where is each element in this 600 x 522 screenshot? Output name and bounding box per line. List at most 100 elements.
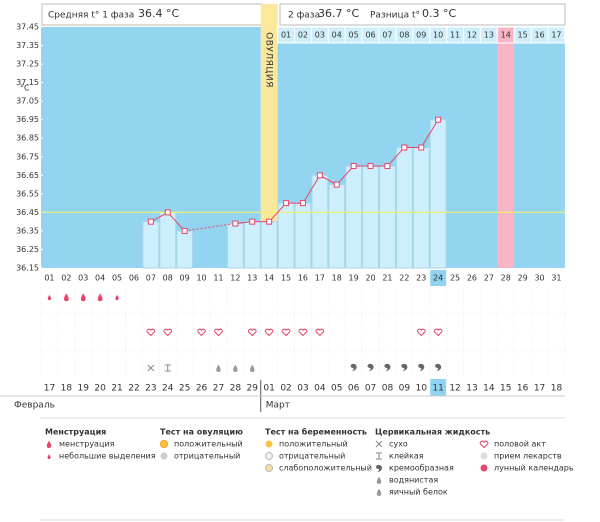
y-tick-label: 36.15	[16, 264, 39, 273]
legend-icon	[265, 452, 273, 460]
phase2-day: 06	[365, 31, 375, 40]
temp-bar	[362, 165, 380, 269]
menstruation-icon	[80, 293, 86, 302]
phase2-day: 15	[518, 31, 528, 40]
cycle-day: 28	[501, 274, 511, 283]
date: 18	[61, 384, 73, 394]
date: 27	[213, 384, 224, 394]
diff-label: Разница t°	[370, 11, 420, 21]
date: 07	[365, 384, 376, 394]
cycle-day: 30	[534, 274, 544, 283]
menstruation-icon	[47, 294, 52, 301]
phase2-day: 02	[298, 31, 308, 40]
temp-bar	[243, 221, 261, 269]
temp-bar	[159, 211, 177, 269]
cycle-day: 06	[129, 274, 139, 283]
cycle-day: 11	[213, 274, 223, 283]
cycle-day: 21	[382, 274, 392, 283]
ovulation-label: ОВУЛЯЦИЯ	[264, 32, 274, 88]
month-label: Март	[266, 401, 290, 411]
y-tick-label: 37.25	[16, 60, 39, 69]
legend-title: Тест на овуляцию	[160, 428, 243, 437]
legend-icon	[480, 464, 488, 472]
legend-item: водянистая	[389, 476, 438, 485]
legend-icon	[376, 476, 382, 484]
date: 16	[517, 384, 529, 394]
phase2-day: 09	[416, 31, 426, 40]
temp-bar	[395, 147, 413, 269]
selected-date	[430, 379, 447, 396]
temp-bar	[412, 147, 430, 269]
cycle-day: 22	[399, 274, 409, 283]
phase2-box	[279, 3, 566, 26]
date: 24	[162, 384, 174, 394]
legend-icon	[376, 488, 382, 496]
y-tick-label: 36.35	[16, 226, 39, 235]
date: 02	[280, 384, 291, 394]
phase2-day: 12	[467, 31, 477, 40]
phase2-day: 17	[551, 31, 561, 40]
fluid-watery-icon	[216, 364, 221, 372]
phase1-label: Средняя t° 1 фаза	[48, 11, 134, 21]
date: 08	[382, 384, 394, 394]
y-tick-label: 36.65	[16, 171, 39, 180]
legend-item: положительный	[279, 440, 348, 449]
fluid-creamy-icon	[435, 363, 442, 371]
legend-item: кремообразная	[389, 464, 454, 473]
sex-icon	[247, 328, 257, 337]
legend-item: прием лекарств	[494, 452, 562, 461]
legend-title: Менструация	[45, 428, 106, 437]
menstruation-icon	[63, 293, 69, 302]
sex-icon	[214, 328, 223, 337]
date: 17	[534, 384, 545, 394]
cycle-day: 26	[467, 274, 477, 283]
temp-marker	[316, 172, 323, 179]
fluid-creamy-icon	[384, 363, 391, 371]
legend-item: сухо	[389, 440, 408, 449]
cycle-day: 09	[180, 274, 190, 283]
temp-marker	[164, 209, 171, 216]
y-tick-label: 36.25	[16, 245, 39, 254]
phase2-day: 08	[399, 31, 409, 40]
y-tick-label: 36.45	[16, 208, 39, 217]
temp-bar	[328, 184, 346, 269]
cycle-day: 18	[332, 274, 342, 283]
ovulation-column	[260, 4, 278, 268]
legend-icon	[376, 464, 382, 472]
temp-bar	[226, 223, 244, 269]
selected-day	[430, 270, 447, 286]
fluid-creamy-icon	[418, 363, 425, 371]
sex-icon	[197, 328, 206, 337]
sex-icon	[264, 328, 274, 337]
date: 15	[500, 384, 511, 394]
cycle-day: 25	[450, 274, 460, 283]
cycle-day: 10	[196, 274, 206, 283]
date: 22	[128, 384, 139, 394]
temp-marker	[435, 116, 442, 123]
date: 06	[348, 384, 360, 394]
phase2-day: 04	[332, 31, 342, 40]
legend-item: яичный белок	[389, 488, 448, 497]
legend-item: отрицательный	[279, 452, 345, 461]
cycle-day: 19	[349, 274, 359, 283]
gap-connector	[184, 223, 236, 232]
phase2-day: 13	[484, 31, 494, 40]
diff-value: 0.3 °C	[422, 7, 456, 20]
sex-icon	[416, 328, 426, 337]
date: 28	[230, 384, 242, 394]
date: 04	[314, 384, 326, 394]
fluid-dry-icon	[147, 364, 155, 372]
date: 21	[111, 384, 122, 394]
month-label: Февраль	[14, 401, 55, 411]
phase2-day: 10	[433, 31, 443, 40]
y-tick-label: 37.15	[16, 78, 39, 87]
cycle-day: 03	[78, 274, 88, 283]
legend-item: отрицательный	[174, 452, 240, 461]
legend-item: положительный	[174, 440, 243, 449]
menstruation-icon	[97, 293, 103, 302]
phase2-value: 36.7 °C	[318, 7, 359, 20]
phase2-day: 05	[349, 31, 359, 40]
fluid-watery-icon	[250, 364, 255, 372]
temp-bar	[142, 221, 160, 269]
